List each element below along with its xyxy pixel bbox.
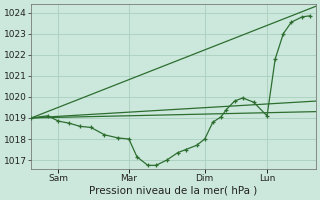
X-axis label: Pression niveau de la mer( hPa ): Pression niveau de la mer( hPa ) bbox=[90, 186, 258, 196]
